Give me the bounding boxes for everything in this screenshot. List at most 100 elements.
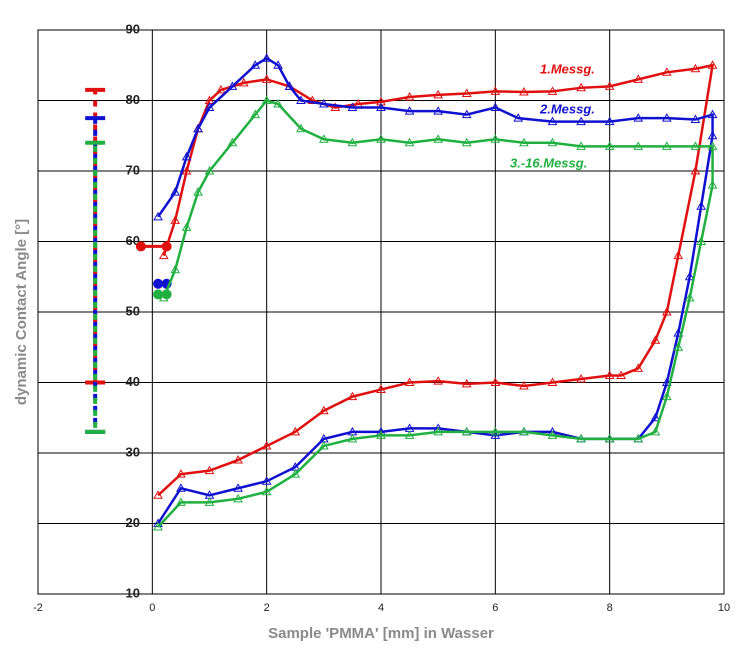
- point-marker: [158, 250, 169, 260]
- point-marker: [650, 335, 661, 344]
- point-marker: [633, 433, 644, 443]
- point-marker: [347, 102, 358, 112]
- point-marker: [707, 130, 718, 140]
- point-marker: [181, 151, 192, 161]
- point-marker: [170, 187, 181, 196]
- point-marker: [176, 469, 186, 478]
- point-marker: [176, 483, 186, 492]
- point-marker: [604, 81, 615, 90]
- point-marker: [633, 141, 644, 150]
- point-marker: [347, 391, 358, 401]
- point-marker: [404, 137, 415, 147]
- point-marker: [158, 292, 169, 302]
- y-tick-label: 40: [126, 374, 140, 389]
- point-marker: [273, 60, 283, 69]
- y-tick-label: 20: [126, 515, 140, 530]
- point-marker: [261, 440, 272, 450]
- point-marker: [673, 342, 684, 351]
- point-marker: [204, 497, 215, 506]
- point-marker: [604, 116, 615, 126]
- point-marker: [261, 476, 272, 485]
- point-marker: [461, 426, 472, 436]
- point-marker: [707, 109, 718, 119]
- point-marker: [576, 116, 586, 126]
- point-marker: [519, 381, 529, 390]
- point-marker: [661, 377, 672, 386]
- y-tick-label: 50: [126, 303, 140, 318]
- point-marker: [576, 433, 586, 443]
- point-marker: [547, 430, 558, 439]
- point-marker: [347, 137, 358, 147]
- point-marker: [193, 123, 203, 133]
- point-marker: [696, 201, 706, 210]
- point-marker: [519, 426, 529, 436]
- point-marker: [261, 95, 272, 104]
- point-marker: [250, 60, 261, 69]
- point-marker: [233, 493, 243, 503]
- point-marker: [661, 113, 672, 122]
- point-marker: [547, 377, 558, 386]
- point-marker: [696, 236, 706, 245]
- point-marker: [707, 141, 718, 150]
- point-marker: [153, 211, 163, 221]
- point-marker: [170, 215, 181, 224]
- point-marker: [318, 440, 329, 450]
- point-marker: [547, 116, 558, 126]
- point-marker: [519, 87, 529, 96]
- point-marker: [433, 376, 444, 385]
- point-marker: [519, 137, 529, 147]
- point-marker: [227, 81, 238, 90]
- y-tick-label: 80: [126, 92, 140, 107]
- point-marker: [684, 271, 695, 281]
- start-point: [135, 241, 146, 252]
- y-tick-label: 60: [126, 233, 140, 248]
- point-marker: [661, 391, 672, 401]
- point-marker: [633, 363, 644, 372]
- point-marker: [227, 137, 238, 147]
- point-marker: [461, 137, 472, 147]
- point-marker: [433, 89, 444, 99]
- point-marker: [461, 109, 472, 119]
- point-marker: [193, 187, 203, 196]
- point-marker: [376, 384, 386, 394]
- point-marker: [318, 134, 329, 143]
- series-label: 2.Messg.: [539, 101, 595, 116]
- x-tick-label: 2: [264, 602, 270, 614]
- point-marker: [707, 60, 718, 69]
- point-marker: [490, 377, 501, 386]
- point-marker: [330, 102, 341, 112]
- point-marker: [290, 469, 301, 478]
- point-marker: [376, 102, 386, 112]
- point-marker: [604, 433, 615, 443]
- y-tick-label: 90: [126, 21, 140, 36]
- point-marker: [604, 141, 615, 150]
- point-marker: [433, 106, 444, 115]
- point-marker: [661, 141, 672, 150]
- point-marker: [376, 96, 386, 106]
- point-marker: [490, 426, 501, 436]
- point-marker: [284, 81, 295, 90]
- point-marker: [296, 95, 306, 104]
- series-label: 1.Messg.: [540, 61, 595, 76]
- series-label: 3.-16.Messg.: [510, 155, 587, 170]
- x-tick-label: 10: [718, 602, 730, 614]
- point-marker: [490, 102, 501, 112]
- point-marker: [404, 91, 415, 101]
- point-marker: [404, 430, 415, 439]
- point-marker: [490, 86, 501, 95]
- point-marker: [233, 455, 243, 464]
- point-marker: [547, 86, 558, 95]
- y-tick-label: 10: [126, 585, 140, 600]
- point-marker: [261, 74, 272, 83]
- point-marker: [181, 165, 192, 175]
- x-axis-title: Sample 'PMMA' [mm] in Wasser: [268, 625, 494, 642]
- point-marker: [661, 306, 672, 316]
- series-line: [157, 56, 714, 525]
- point-marker: [170, 264, 181, 274]
- point-marker: [404, 377, 415, 386]
- point-marker: [673, 328, 684, 337]
- point-marker: [216, 84, 226, 94]
- point-marker: [633, 113, 644, 122]
- start-point: [153, 278, 164, 289]
- point-marker: [273, 99, 283, 108]
